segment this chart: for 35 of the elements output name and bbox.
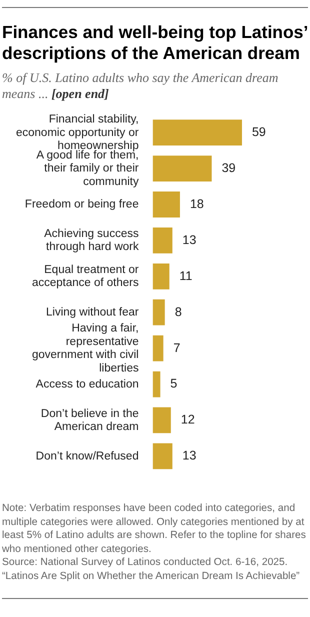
y-tick-label: Achieving success through hard work (44, 228, 139, 254)
bar (152, 192, 180, 218)
y-tick-label: A good life for them, their family or their community (36, 149, 139, 188)
y-tick-label: Don’t believe in the American dream (40, 408, 139, 434)
data-label: 11 (179, 268, 192, 283)
data-label: 5 (170, 376, 178, 391)
bar (152, 156, 212, 182)
bar (152, 371, 160, 398)
data-label: 13 (182, 232, 196, 247)
chart-subtitle: % of U.S. Latino adults who say the American dream means ... [open end] (2, 70, 280, 102)
data-label: 8 (174, 304, 182, 319)
source-note: Source: National Survey of Latinos conducted Oct. 6-16, 2025. (2, 556, 289, 570)
data-label: 59 (252, 125, 266, 140)
text: “Latinos Are Split on Whether the American Dream Is Achievable” (2, 570, 301, 583)
y-tick-label: Financial stability, economic opportunity or homeownership (16, 114, 139, 152)
y-tick-label: Having a fair, representative government with civil liberties (32, 322, 139, 374)
bar (152, 335, 164, 362)
data-label: 39 (222, 161, 236, 175)
data-label: 12 (180, 412, 195, 427)
data-label: 18 (190, 196, 204, 211)
chart-title: Finances and well-being top Latinos’ descriptions of the American dream (2, 22, 308, 64)
data-label: 13 (182, 448, 196, 463)
bar (152, 443, 172, 470)
data-label: 7 (173, 340, 180, 355)
bar (152, 228, 172, 254)
y-tick-label: Equal treatment or acceptance of others (32, 264, 139, 290)
text: Note: Verbatim responses have been coded into categories, and multiple categories were allowed. Only categories mentioned by at least 5% of Latino adults are shown. Refer to the topline for shares who mentioned other categories. (2, 502, 307, 556)
bar (152, 407, 171, 434)
bar (152, 120, 242, 146)
bar (152, 299, 165, 326)
y-tick-label: Freedom or being free (24, 198, 139, 211)
y-tick-label: Don’t know/Refused (36, 450, 139, 462)
y-tick-label: Access to education (36, 378, 139, 390)
bar (152, 263, 170, 290)
y-tick-label: Living without fear (46, 306, 139, 319)
